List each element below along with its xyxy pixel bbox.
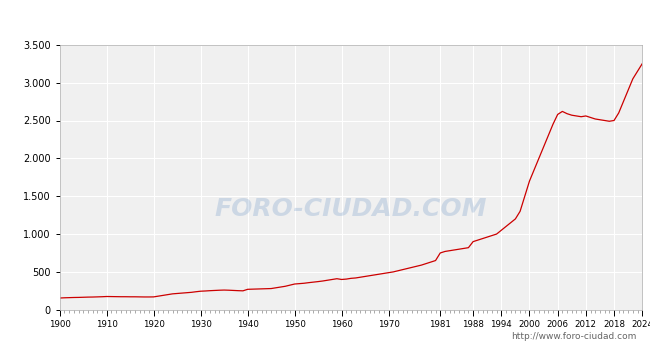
Text: http://www.foro-ciudad.com: http://www.foro-ciudad.com: [512, 332, 637, 341]
Text: FORO-CIUDAD.COM: FORO-CIUDAD.COM: [214, 197, 488, 221]
Text: Pelayos de la Presa (Municipio) - Evolucion del numero de Habitantes: Pelayos de la Presa (Municipio) - Evoluc…: [103, 12, 547, 26]
